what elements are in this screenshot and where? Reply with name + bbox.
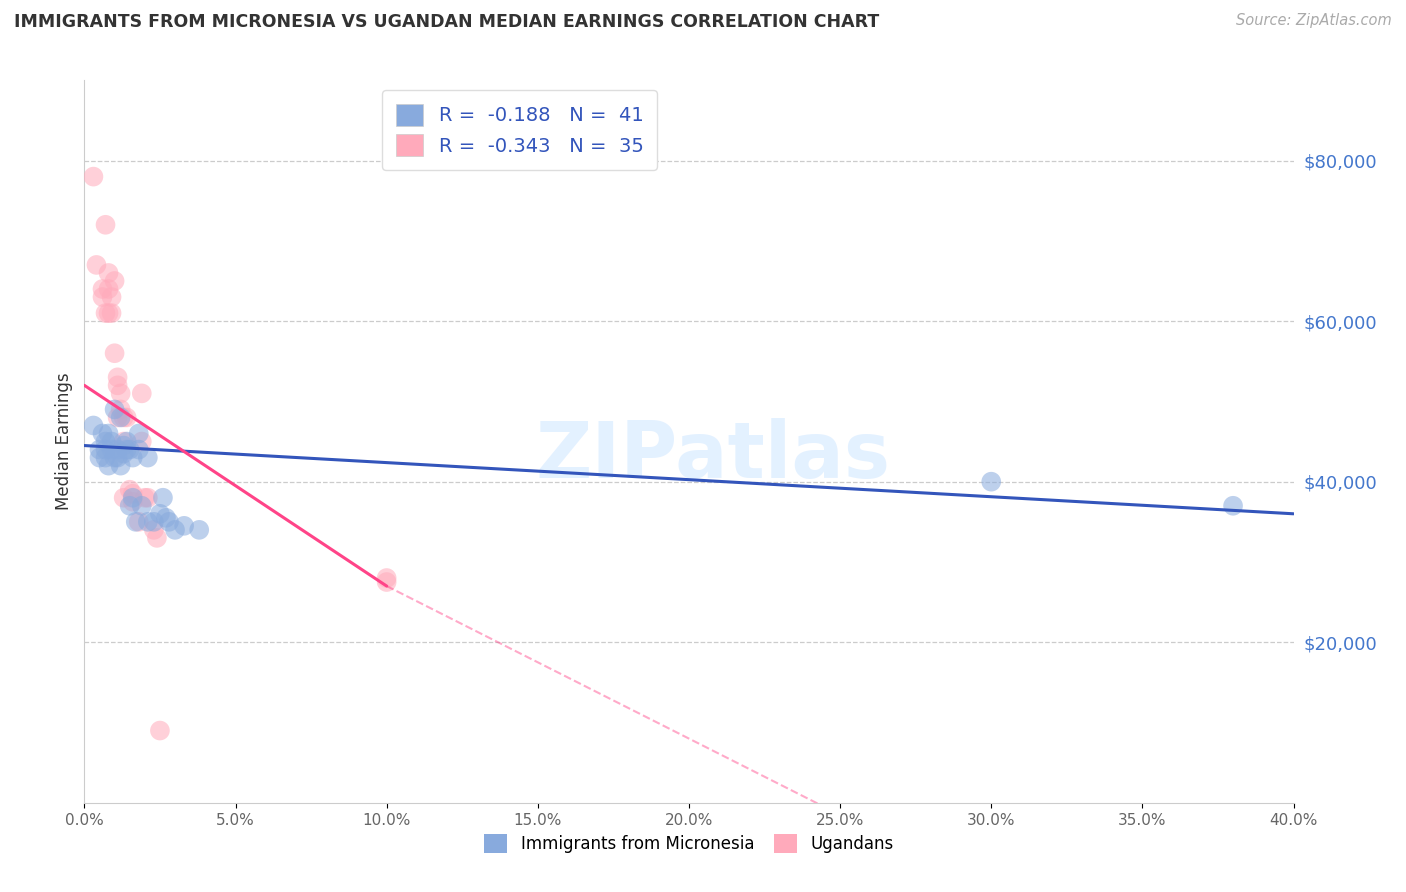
Point [94,306,117,320]
Text: ZIPatlas: ZIPatlas [536,418,890,494]
Point [157,515,180,529]
Point [107,442,129,457]
Point [115,442,138,457]
Point [112,410,135,425]
Point [100,434,122,449]
Point [110,458,132,473]
Point [149,507,172,521]
Point [121,450,143,465]
Point [89,442,111,457]
Point [149,723,172,738]
Point [131,434,153,449]
Point [107,378,129,392]
Point [375,574,398,589]
Point [142,515,165,529]
Point [142,523,165,537]
Y-axis label: Median Earnings: Median Earnings [55,373,73,510]
Point [188,523,211,537]
Point [136,491,159,505]
Point [155,510,177,524]
Point [110,402,132,417]
Point [104,274,127,288]
Point [91,290,114,304]
Point [375,571,398,585]
Point [115,410,138,425]
Point [165,523,187,537]
Point [131,386,153,401]
Point [104,450,127,465]
Point [97,282,120,296]
Point [100,442,122,457]
Legend: Immigrants from Micronesia, Ugandans: Immigrants from Micronesia, Ugandans [477,827,901,860]
Point [121,491,143,505]
Point [97,426,120,441]
Point [110,410,132,425]
Point [104,346,127,360]
Point [125,515,148,529]
Point [146,531,169,545]
Point [107,410,129,425]
Point [118,499,141,513]
Point [97,306,120,320]
Point [115,434,138,449]
Point [91,282,114,296]
Point [128,426,150,441]
Point [94,450,117,465]
Point [121,486,143,500]
Point [94,434,117,449]
Point [1222,499,1244,513]
Point [97,458,120,473]
Point [131,499,153,513]
Point [121,494,143,508]
Point [82,418,104,433]
Point [104,402,127,417]
Point [980,475,1002,489]
Text: IMMIGRANTS FROM MICRONESIA VS UGANDAN MEDIAN EARNINGS CORRELATION CHART: IMMIGRANTS FROM MICRONESIA VS UGANDAN ME… [14,13,879,31]
Point [100,290,122,304]
Point [118,483,141,497]
Point [97,266,120,280]
Point [107,370,129,384]
Point [110,386,132,401]
Point [128,515,150,529]
Point [82,169,104,184]
Point [112,438,135,452]
Point [112,446,135,460]
Point [118,442,141,457]
Point [136,450,159,465]
Point [152,491,174,505]
Point [112,434,135,449]
Point [94,218,117,232]
Point [107,450,129,465]
Point [94,442,117,457]
Point [89,450,111,465]
Point [136,515,159,529]
Point [100,306,122,320]
Point [173,518,195,533]
Point [128,442,150,457]
Point [91,426,114,441]
Point [134,491,156,505]
Text: Source: ZipAtlas.com: Source: ZipAtlas.com [1236,13,1392,29]
Point [86,258,108,272]
Point [112,491,135,505]
